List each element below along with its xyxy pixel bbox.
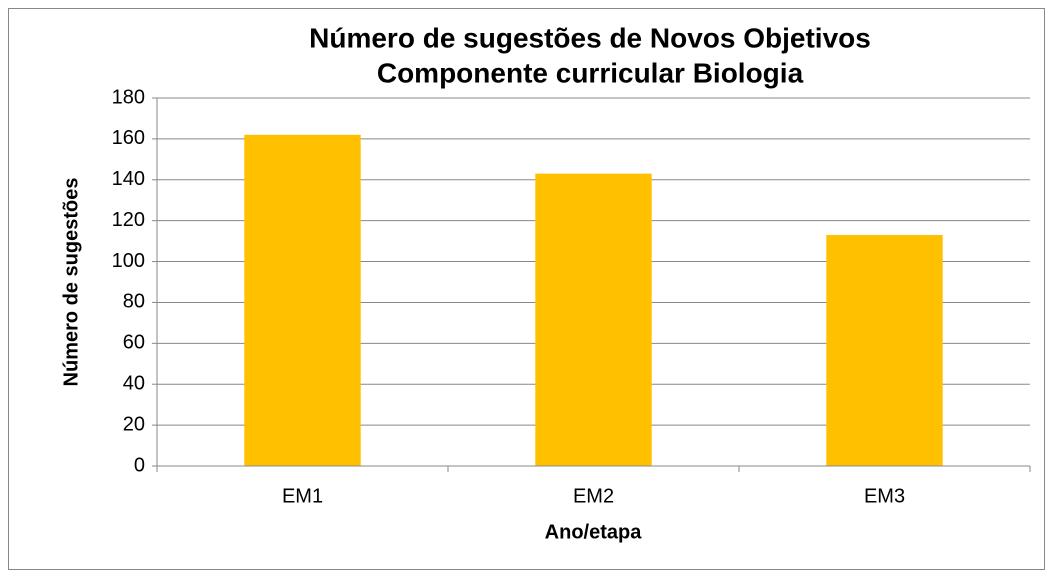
y-tick-label: 40 — [123, 373, 145, 395]
x-tick-label: EM3 — [864, 485, 905, 507]
y-tick-label: 60 — [123, 332, 145, 354]
y-tick-label: 80 — [123, 291, 145, 313]
y-tick-label: 160 — [112, 127, 145, 149]
x-axis-title: Ano/etapa — [545, 521, 643, 543]
y-tick-label: 0 — [134, 454, 145, 476]
y-tick-label: 100 — [112, 250, 145, 272]
bar — [826, 234, 943, 466]
y-tick-label: 20 — [123, 413, 145, 435]
y-tick-label: 180 — [112, 86, 145, 108]
chart-title: Número de sugestões de Novos Objetivos — [309, 22, 871, 53]
x-tick-label: EM1 — [282, 485, 323, 507]
bar — [535, 173, 652, 466]
x-tick-label: EM2 — [573, 485, 614, 507]
y-tick-label: 120 — [112, 209, 145, 231]
y-tick-label: 140 — [112, 168, 145, 190]
y-axis-title: Número de sugestões — [60, 178, 82, 387]
chart-subtitle: Componente curricular Biologia — [377, 57, 804, 88]
bar — [244, 134, 361, 467]
